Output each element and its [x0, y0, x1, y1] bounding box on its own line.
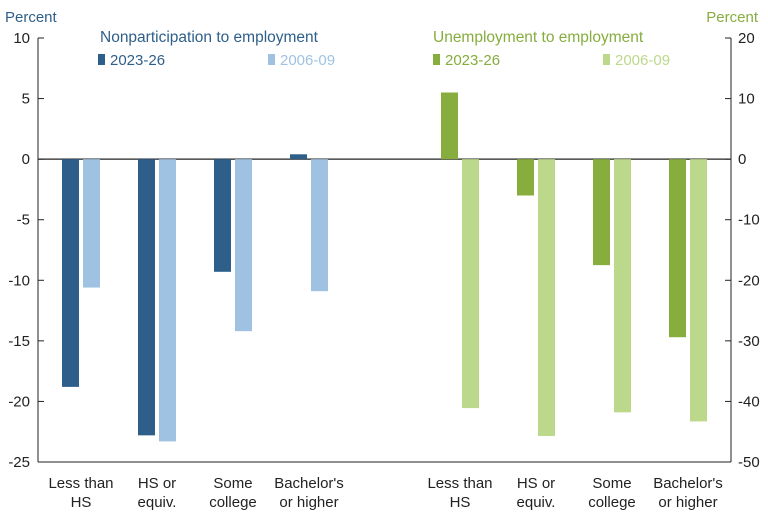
bar	[441, 92, 458, 160]
left-axis-unit-label: Percent	[5, 9, 58, 26]
bar	[669, 159, 686, 338]
bar	[290, 154, 307, 160]
category-label: Bachelor's	[653, 475, 723, 492]
left-tick-label: -25	[8, 454, 30, 471]
bar	[214, 159, 231, 272]
bar	[538, 159, 555, 436]
category-label: Bachelor's	[274, 475, 344, 492]
panel-title: Unemployment to employment	[433, 29, 644, 46]
left-tick-label: -20	[8, 393, 30, 410]
legend-swatch	[603, 54, 610, 65]
category-label: equiv.	[517, 494, 556, 511]
right-tick-label: -50	[738, 454, 760, 471]
bar	[83, 159, 100, 288]
legend-label: 2006-09	[615, 52, 670, 69]
legend-label: 2023-26	[110, 52, 165, 69]
left-tick-label: 10	[13, 30, 30, 47]
category-label: Some	[592, 475, 631, 492]
bar	[614, 159, 631, 413]
category-label: HS	[71, 494, 92, 511]
category-label: Some	[213, 475, 252, 492]
bar	[311, 159, 328, 292]
category-label: college	[209, 494, 257, 511]
right-tick-label: -10	[738, 212, 760, 229]
right-tick-label: 20	[738, 30, 755, 47]
category-label: college	[588, 494, 636, 511]
bar	[690, 159, 707, 422]
category-label: equiv.	[138, 494, 177, 511]
legend-label: 2006-09	[280, 52, 335, 69]
left-tick-label: -5	[17, 212, 30, 229]
category-label: Less than	[427, 475, 492, 492]
legend-swatch	[268, 54, 275, 65]
bar	[462, 159, 479, 409]
left-tick-label: 5	[22, 91, 30, 108]
right-tick-label: -20	[738, 272, 760, 289]
left-tick-label: -15	[8, 333, 30, 350]
right-tick-label: -30	[738, 333, 760, 350]
right-tick-label: -40	[738, 393, 760, 410]
legend-swatch	[98, 54, 105, 65]
bar	[517, 159, 534, 196]
right-axis-unit-label: Percent	[706, 9, 759, 26]
category-label: or higher	[658, 494, 717, 511]
legend-swatch	[433, 54, 440, 65]
bar	[159, 159, 176, 442]
category-label: Less than	[48, 475, 113, 492]
bar	[593, 159, 610, 266]
panel-title: Nonparticipation to employment	[100, 29, 319, 46]
category-label: or higher	[279, 494, 338, 511]
right-tick-label: 10	[738, 91, 755, 108]
bar	[235, 159, 252, 332]
left-tick-label: 0	[22, 151, 30, 168]
bar	[62, 159, 79, 387]
category-label: HS	[450, 494, 471, 511]
left-tick-label: -10	[8, 272, 30, 289]
legend-label: 2023-26	[445, 52, 500, 69]
category-label: HS or	[138, 475, 176, 492]
right-tick-label: 0	[738, 151, 746, 168]
category-label: HS or	[517, 475, 555, 492]
bar	[138, 159, 155, 436]
